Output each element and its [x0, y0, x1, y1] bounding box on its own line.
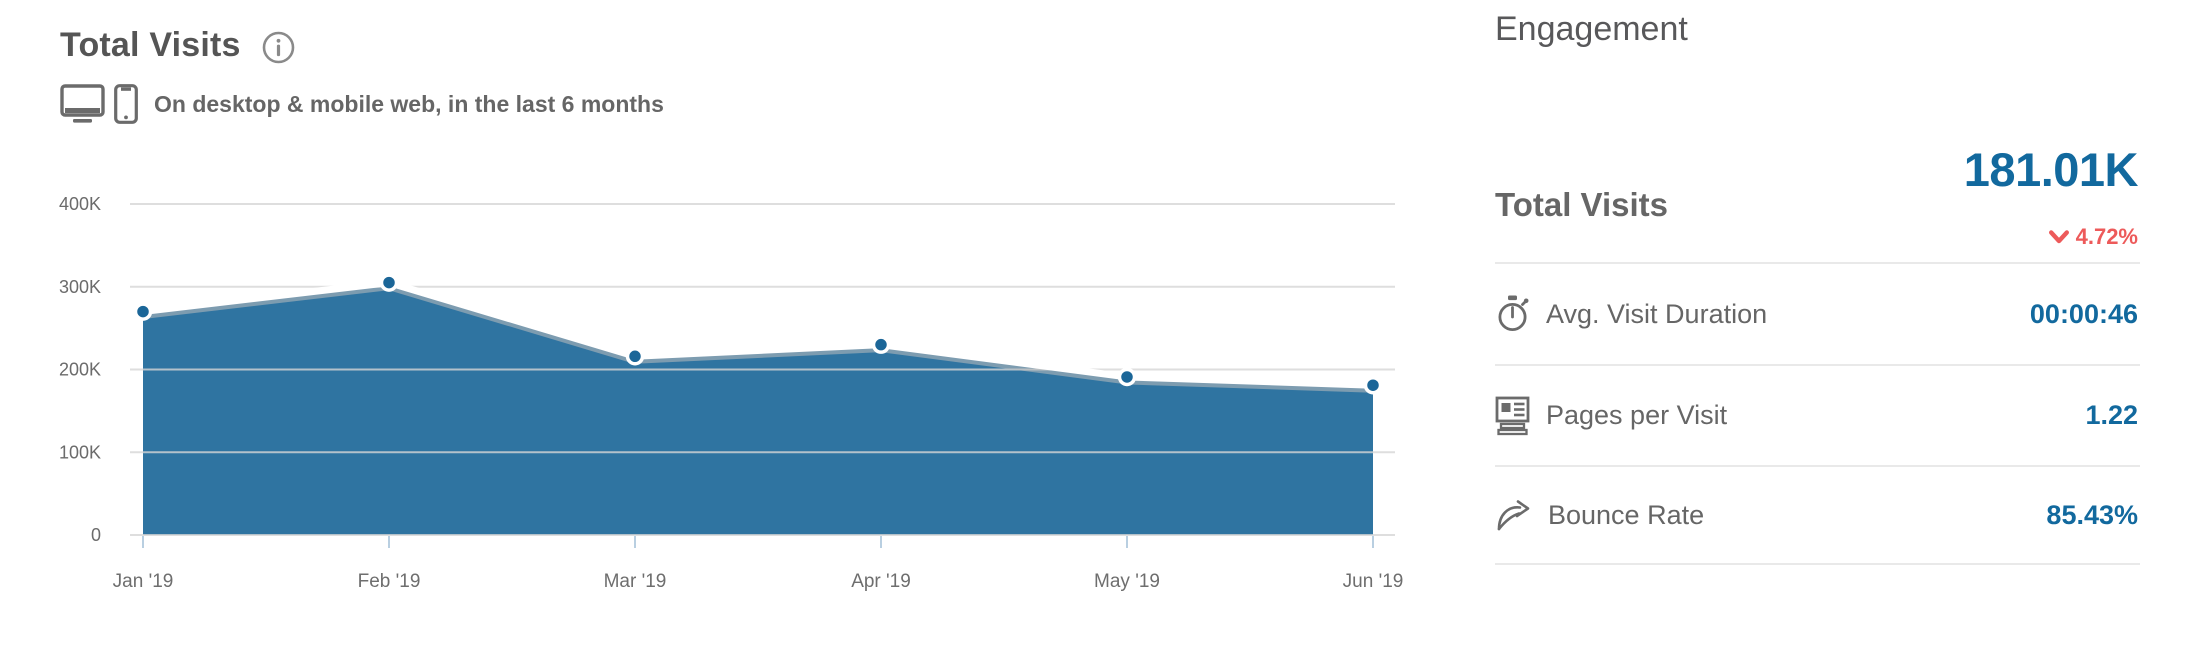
- metric-row-pages-per-visit: Pages per Visit 1.22: [1495, 366, 2140, 465]
- y-axis-label: 0: [91, 525, 101, 545]
- x-axis-label: May '19: [1094, 571, 1160, 592]
- engagement-title: Engagement: [1495, 10, 1688, 48]
- chart-title: Total Visits: [60, 26, 241, 64]
- divider: [1495, 465, 2140, 467]
- metric-value: 85.43%: [2046, 499, 2138, 530]
- data-point[interactable]: [1117, 367, 1137, 387]
- pages-per-visit-icon: [1495, 396, 1531, 436]
- trend-line: [139, 279, 1377, 389]
- metric-value: 00:00:46: [2029, 298, 2138, 329]
- metric-label: Avg. Visit Duration: [1546, 298, 1768, 329]
- mobile-icon: [114, 84, 138, 124]
- chart-subtitle: On desktop & mobile web, in the last 6 m…: [154, 90, 664, 117]
- chart-header: Total Visits: [60, 26, 296, 65]
- x-axis-label: Jan '19: [113, 571, 174, 592]
- data-point[interactable]: [379, 273, 399, 292]
- x-axis-label: Jun '19: [1343, 571, 1404, 592]
- total-visits-chart[interactable]: 0 100K 200K 300K 400K Jan '19 Feb '19 Mar '19 Ap…: [55, 140, 1405, 600]
- info-icon[interactable]: [261, 30, 296, 65]
- stopwatch-icon: [1495, 294, 1531, 334]
- total-visits-change: 4.72%: [2048, 224, 2138, 250]
- metric-row-avg-visit-duration: Avg. Visit Duration 00:00:46: [1495, 264, 2140, 364]
- divider: [1495, 364, 2140, 366]
- metric-label: Bounce Rate: [1548, 499, 1705, 530]
- metric-label: Pages per Visit: [1546, 400, 1728, 430]
- data-point[interactable]: [871, 335, 891, 354]
- y-axis-label: 300K: [59, 277, 101, 297]
- metric-row-bounce-rate: Bounce Rate 85.43%: [1495, 467, 2140, 563]
- y-axis-label: 100K: [59, 442, 101, 462]
- area-fill: [143, 282, 1373, 535]
- total-visits-panel: Total Visits: [55, 26, 1405, 600]
- desktop-icon: [60, 84, 105, 124]
- x-axis-label: Apr '19: [851, 571, 911, 592]
- change-percent: 4.72%: [2075, 224, 2138, 249]
- data-point[interactable]: [133, 302, 153, 321]
- y-axis-label: 200K: [59, 360, 101, 380]
- metric-value: 1.22: [2085, 400, 2138, 430]
- data-point[interactable]: [625, 347, 645, 366]
- divider: [1495, 262, 2140, 264]
- engagement-panel: Engagement Total Visits 181.01K 4.72%: [1495, 0, 2140, 660]
- divider: [1495, 563, 2140, 565]
- total-visits-label: Total Visits: [1495, 186, 1668, 223]
- chart-subtitle-row: On desktop & mobile web, in the last 6 m…: [60, 84, 664, 124]
- x-axis-label: Mar '19: [604, 571, 667, 592]
- total-visits-value: 181.01K: [1963, 143, 2139, 196]
- bounce-rate-icon: [1495, 496, 1533, 534]
- change-down-icon: [2048, 230, 2069, 244]
- data-point[interactable]: [1363, 375, 1383, 395]
- y-axis-label: 400K: [59, 194, 101, 214]
- x-axis-label: Feb '19: [358, 571, 421, 592]
